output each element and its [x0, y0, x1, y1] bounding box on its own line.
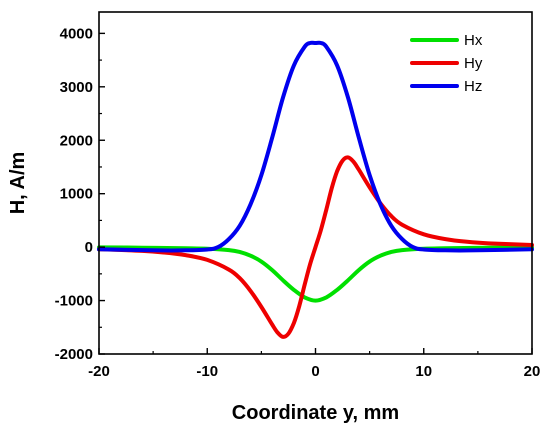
y-tick-label: 4000 — [60, 25, 93, 42]
y-axis-label: H, A/m — [7, 152, 29, 215]
y-tick-label: -1000 — [55, 293, 93, 310]
legend-label-hx: Hx — [464, 32, 483, 49]
series-layer — [97, 40, 534, 339]
ticks-layer: -20 -10 0 10 20 -2000 -1000 0 1000 2000 3000 4000 — [55, 25, 541, 380]
series-line-hx — [97, 245, 534, 303]
legend-label-hz: Hz — [464, 78, 482, 95]
series-line-hy — [97, 155, 534, 339]
x-tick-label: 10 — [415, 363, 432, 380]
legend-label-hy: Hy — [464, 55, 483, 72]
y-tick-label: 2000 — [60, 132, 93, 149]
y-tick-label: 0 — [85, 239, 93, 256]
x-axis-label: Coordinate y, mm — [232, 402, 399, 424]
y-tick-label: 3000 — [60, 79, 93, 96]
x-tick-label: 0 — [311, 363, 319, 380]
x-tick-label: -20 — [88, 363, 110, 380]
y-tick-label: -2000 — [55, 346, 93, 363]
x-tick-label: 20 — [524, 363, 541, 380]
legend: Hx Hy Hz — [407, 26, 503, 96]
series-line-hz — [97, 40, 534, 253]
y-tick-label: 1000 — [60, 186, 93, 203]
x-tick-label: -10 — [196, 363, 218, 380]
